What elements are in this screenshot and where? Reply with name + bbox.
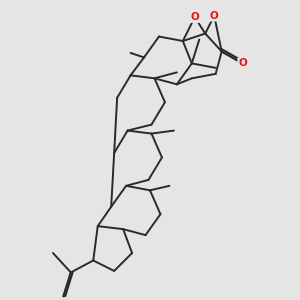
Text: O: O (238, 58, 247, 68)
Text: O: O (190, 12, 199, 22)
Text: O: O (210, 11, 219, 21)
